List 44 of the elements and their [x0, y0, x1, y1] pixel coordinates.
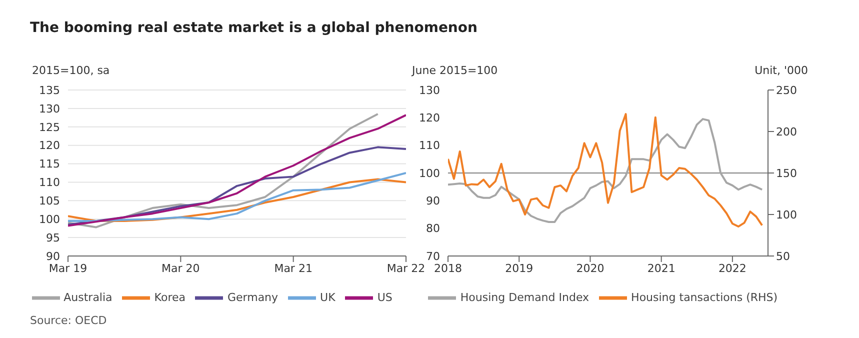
y2-tick-label: 50: [776, 250, 790, 263]
x-tick-label: Mar 19: [48, 262, 88, 275]
y-tick-label: 120: [419, 112, 440, 125]
y2-tick-label: 250: [776, 84, 797, 97]
legend-label: Housing tansactions (RHS): [631, 291, 778, 304]
y-tick-label: 115: [39, 158, 60, 171]
y-tick-label: 110: [39, 176, 60, 190]
x-tick-label: Mar 22: [386, 262, 426, 275]
y-tick-label: 125: [39, 120, 60, 134]
legend-label: US: [377, 291, 392, 304]
y-tick-label: 130: [39, 102, 60, 116]
y-tick-label: 90: [46, 250, 60, 263]
x-tick-label: 2018: [434, 262, 462, 275]
x-tick-label: 2022: [718, 262, 746, 275]
y-tick-label: 100: [419, 166, 440, 180]
legend-label: Germany: [227, 291, 278, 304]
y2-tick-label: 200: [776, 125, 797, 138]
y2-axis-title: Unit, '000: [754, 64, 808, 77]
y-tick-label: 90: [426, 194, 440, 208]
y2-tick-label: 150: [776, 166, 797, 180]
legend-label: Australia: [64, 291, 112, 304]
legend-label: Korea: [154, 291, 186, 304]
y-tick-label: 80: [426, 222, 440, 236]
y-tick-label: 105: [39, 194, 60, 208]
x-tick-label: 2021: [647, 262, 676, 275]
y-axis-title: 2015=100, sa: [32, 64, 110, 77]
x-tick-label: 2019: [505, 262, 534, 275]
y-axis-title: June 2015=100: [412, 64, 498, 77]
x-tick-label: Mar 20: [162, 262, 200, 275]
legend-label: Housing Demand Index: [460, 291, 590, 304]
x-tick-label: Mar 21: [274, 262, 312, 275]
y-tick-label: 130: [419, 84, 440, 97]
line-series: [68, 146, 406, 226]
y-tick-label: 110: [419, 139, 440, 152]
y-tick-label: 120: [39, 139, 60, 152]
x-tick-label: 2020: [576, 262, 604, 275]
legend-label: UK: [320, 291, 336, 304]
y-tick-label: 70: [426, 250, 440, 263]
chart-title: The booming real estate market is a global phenomenon: [30, 20, 478, 36]
y-tick-label: 135: [39, 84, 60, 97]
source-note: Source: OECD: [30, 314, 107, 327]
y2-tick-label: 100: [776, 208, 797, 222]
y-tick-label: 100: [39, 213, 60, 226]
y-tick-label: 95: [46, 231, 60, 244]
